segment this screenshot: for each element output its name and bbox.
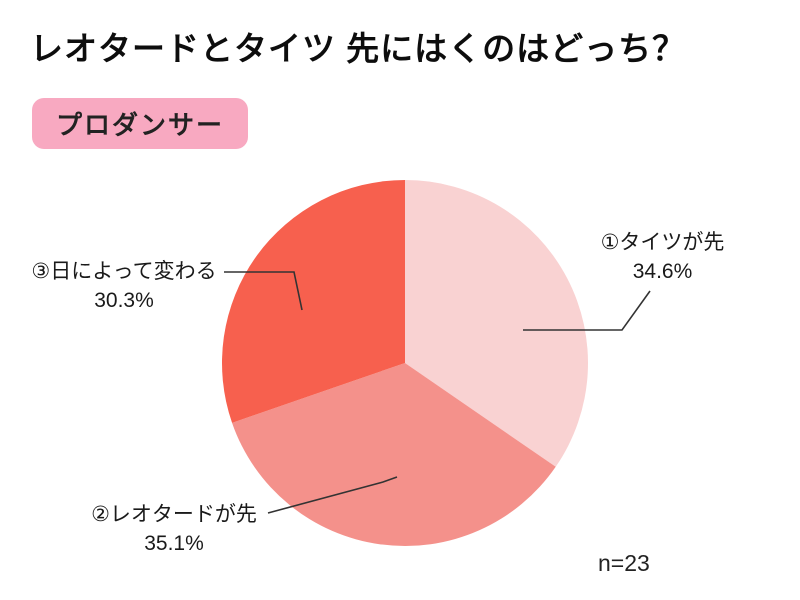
leader-line-depends-on-day <box>224 271 303 311</box>
group-badge: プロダンサー <box>32 98 249 149</box>
pie-slice-2 <box>222 180 405 423</box>
slice-label-text: ②レオタードが先 <box>91 503 257 526</box>
slice-percent-text: 35.1% <box>144 532 204 555</box>
pie-slices <box>222 180 588 546</box>
leader-line-leotard-first <box>267 476 398 514</box>
slice-label-depends-on-day: ③日によって変わる 30.3% <box>18 257 230 315</box>
pie-slice-0 <box>405 180 588 467</box>
slice-label-tights-first: ①タイツが先 34.6% <box>575 228 750 286</box>
sample-size: n=23 <box>598 550 650 576</box>
slice-label-text: ③日によって変わる <box>31 260 217 283</box>
chart-title: レオタードとタイツ 先にはくのはどっち？ <box>30 30 687 67</box>
slice-label-text: ①タイツが先 <box>600 231 725 254</box>
slice-label-leotard-first: ②レオタードが先 35.1% <box>78 500 270 558</box>
leader-line-tights-first <box>523 290 651 331</box>
slice-percent-text: 30.3% <box>94 289 154 312</box>
slice-percent-text: 34.6% <box>632 260 693 283</box>
